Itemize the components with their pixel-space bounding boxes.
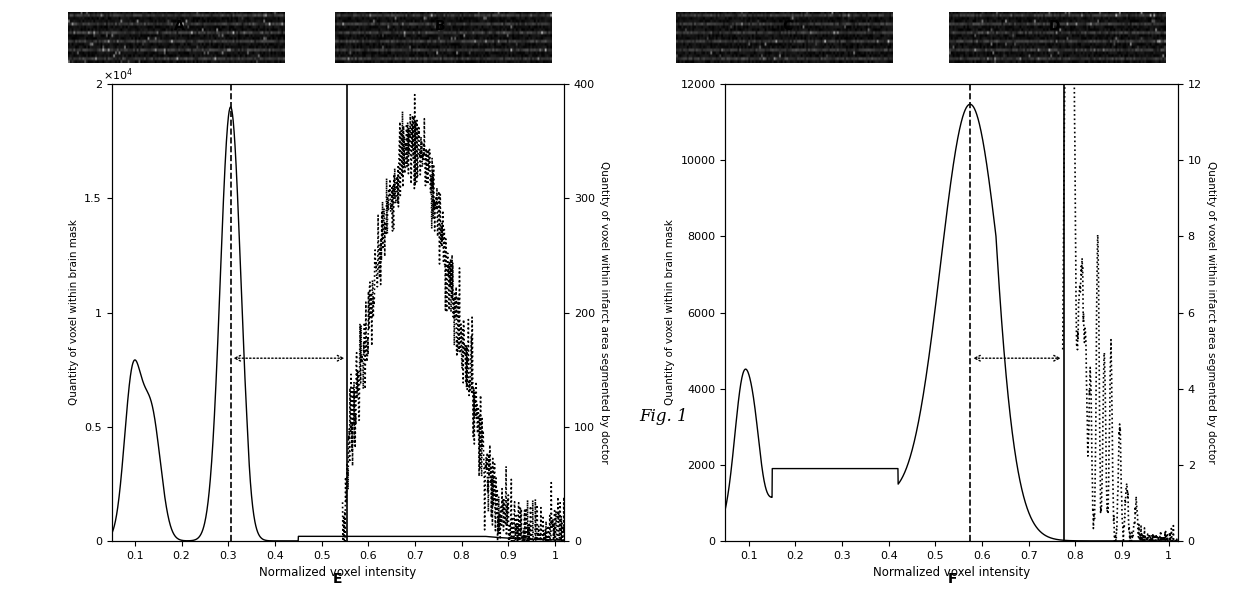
- Y-axis label: Quantity of voxel within infarct area segmented by doctor: Quantity of voxel within infarct area se…: [599, 161, 609, 464]
- Y-axis label: Quantity of voxel within brain mask: Quantity of voxel within brain mask: [68, 219, 78, 406]
- Text: D: D: [1048, 19, 1060, 33]
- Y-axis label: Quantity of voxel within brain mask: Quantity of voxel within brain mask: [665, 219, 675, 406]
- Text: E: E: [332, 572, 342, 586]
- Text: C: C: [782, 19, 792, 33]
- X-axis label: Normalized voxel intensity: Normalized voxel intensity: [259, 566, 417, 579]
- Text: A: A: [175, 19, 185, 33]
- Text: F: F: [947, 572, 957, 586]
- Y-axis label: Quantity of voxel within infarct area segmented by doctor: Quantity of voxel within infarct area se…: [1205, 161, 1215, 464]
- Text: $\times10^4$: $\times10^4$: [103, 66, 133, 83]
- X-axis label: Normalized voxel intensity: Normalized voxel intensity: [873, 566, 1030, 579]
- Text: Fig. 1: Fig. 1: [639, 407, 688, 425]
- Text: B: B: [435, 19, 445, 33]
